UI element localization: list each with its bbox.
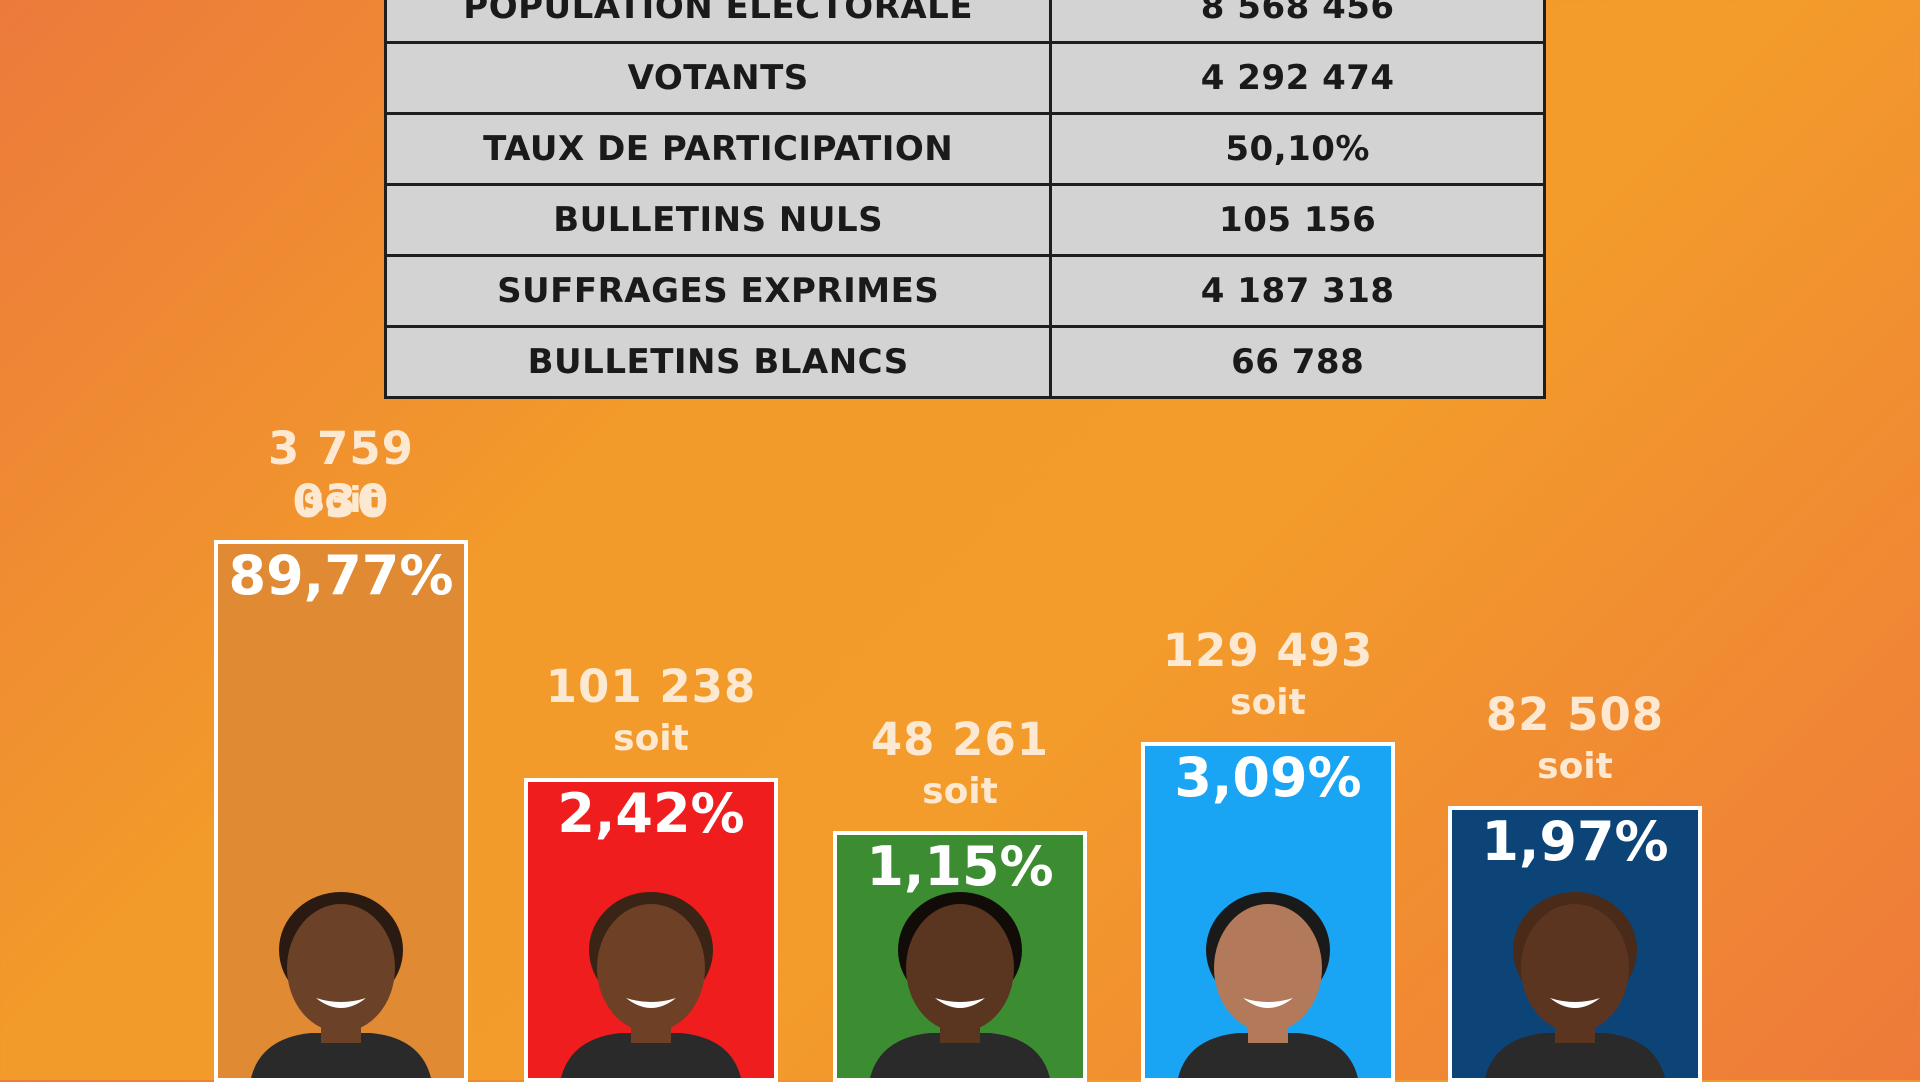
candidate-column: 48 261 soit 1,15% (833, 0, 1087, 1082)
candidate-soit: soit (1230, 682, 1306, 723)
stats-row: TAUX DE PARTICIPATION 50,10% (383, 112, 1546, 186)
stats-label: VOTANTS (383, 41, 1053, 115)
stats-label: BULLETINS BLANCS (383, 325, 1053, 399)
candidate-votes: 3 759 030 (268, 422, 414, 528)
candidate-votes: 48 261 (870, 713, 1050, 766)
candidate-soit: soit (303, 480, 379, 521)
candidate-column: 129 493 soit 3,09% (1141, 0, 1395, 1082)
candidate-percent: 1,15% (866, 835, 1054, 898)
candidate-bar: 1,97% (1448, 806, 1702, 1082)
stats-value: 4 292 474 (1049, 41, 1546, 115)
stats-row: BULLETINS NULS 105 156 (383, 183, 1546, 257)
candidate-bar: 2,42% (524, 778, 778, 1082)
candidate-percent: 3,09% (1174, 746, 1362, 809)
stats-value: 50,10% (1049, 112, 1546, 186)
candidate-soit: soit (613, 718, 689, 759)
stats-row: VOTANTS 4 292 474 (383, 41, 1546, 115)
stats-row: POPULATION ELECTORALE 8 568 456 (383, 0, 1546, 44)
stats-value: 105 156 (1049, 183, 1546, 257)
stats-row: BULLETINS BLANCS 66 788 (383, 325, 1546, 399)
stats-label: TAUX DE PARTICIPATION (383, 112, 1053, 186)
stats-value: 8 568 456 (1049, 0, 1546, 44)
stats-label: BULLETINS NULS (383, 183, 1053, 257)
candidate-soit: soit (1537, 746, 1613, 787)
candidate-votes: 101 238 (545, 660, 757, 713)
stats-label: SUFFRAGES EXPRIMES (383, 254, 1053, 328)
candidate-column: 82 508 soit 1,97% (1448, 0, 1702, 1082)
candidate-percent: 2,42% (557, 782, 745, 845)
stats-value: 4 187 318 (1049, 254, 1546, 328)
candidate-portrait (561, 892, 741, 1078)
candidate-bar: 89,77% (214, 540, 468, 1082)
candidate-votes: 129 493 (1162, 624, 1374, 677)
candidate-portrait (251, 892, 431, 1078)
candidate-bar: 3,09% (1141, 742, 1395, 1082)
candidate-soit: soit (922, 771, 998, 812)
candidate-column: 101 238 soit 2,42% (524, 0, 778, 1082)
stats-row: SUFFRAGES EXPRIMES 4 187 318 (383, 254, 1546, 328)
stats-label: POPULATION ELECTORALE (383, 0, 1053, 44)
candidate-votes: 82 508 (1485, 688, 1665, 741)
candidate-portrait (870, 892, 1050, 1078)
candidate-portrait (1178, 892, 1358, 1078)
candidate-percent: 1,97% (1481, 810, 1669, 873)
candidate-percent: 89,77% (228, 544, 454, 607)
stats-value: 66 788 (1049, 325, 1546, 399)
candidate-portrait (1485, 892, 1665, 1078)
candidate-bar: 1,15% (833, 831, 1087, 1082)
stats-table: POPULATION ELECTORALE 8 568 456 VOTANTS 4 2… (383, 0, 1546, 399)
candidate-column: 3 759 030 soit 89,77% (214, 0, 468, 1082)
